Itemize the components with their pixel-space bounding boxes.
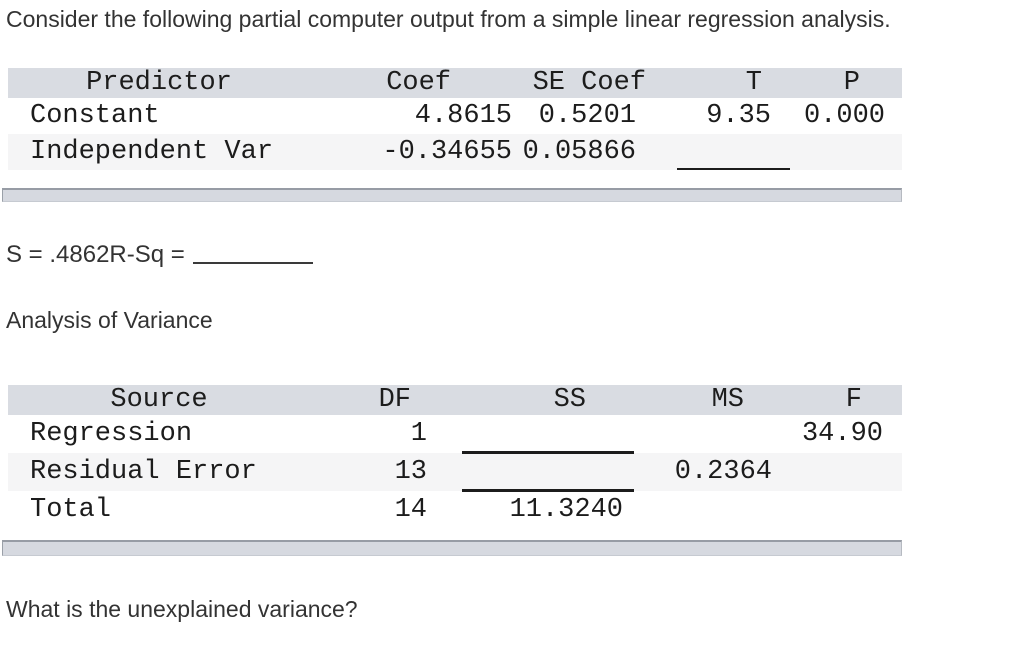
df-column-header: DF xyxy=(378,385,411,415)
source-cell: Regression xyxy=(30,419,193,449)
t-cell xyxy=(646,134,790,170)
regression-header-row: Predictor Coef SE Coef T P xyxy=(8,68,902,98)
horizontal-scrollbar[interactable] xyxy=(2,188,902,202)
question-text: What is the unexplained variance? xyxy=(6,596,358,622)
p-cell xyxy=(778,134,902,170)
f-cell xyxy=(778,491,902,529)
anova-title: Analysis of Variance xyxy=(6,307,213,333)
f-cell xyxy=(778,453,902,491)
anova-header-row: Source DF SS MS F xyxy=(8,385,902,415)
ss-column-header: SS xyxy=(553,385,586,415)
coef-cell: 4.8615 xyxy=(414,101,512,131)
coef-column-header: Coef xyxy=(386,68,451,98)
f-column-header: F xyxy=(845,385,862,415)
ss-cell xyxy=(431,415,648,454)
table-row-constant: Constant 4.8615 0.5201 9.35 0.000 xyxy=(8,98,902,134)
t-cell: 9.35 xyxy=(706,101,771,131)
f-cell: 34.90 xyxy=(801,419,883,449)
ms-cell xyxy=(648,491,778,529)
t-column-header: T xyxy=(745,68,762,98)
predictor-cell: Constant xyxy=(30,101,160,131)
ss-regression-blank xyxy=(462,451,634,454)
regression-table: Predictor Coef SE Coef T P Constant 4.86… xyxy=(8,68,902,170)
table-row-residual-error: Residual Error 13 0.2364 xyxy=(8,453,902,492)
ms-column-header: MS xyxy=(711,385,744,415)
coef-cell: -0.34655 xyxy=(382,137,512,167)
se-coef-column-header: SE Coef xyxy=(532,68,646,98)
ms-cell: 0.2364 xyxy=(674,457,772,487)
p-column-header: P xyxy=(843,68,860,98)
horizontal-scrollbar[interactable] xyxy=(2,540,902,556)
ms-cell xyxy=(648,415,778,453)
source-cell: Residual Error xyxy=(30,457,257,487)
table-row-independent-var: Independent Var -0.34655 0.05866 xyxy=(8,134,902,170)
source-column-header: Source xyxy=(110,385,208,415)
se-coef-cell: 0.05866 xyxy=(522,137,636,167)
s-rsq-line: S = .4862R-Sq = xyxy=(6,241,313,269)
ss-residual-blank xyxy=(462,489,634,492)
se-coef-cell: 0.5201 xyxy=(538,101,636,131)
predictor-cell: Independent Var xyxy=(30,137,274,167)
source-cell: Total xyxy=(30,495,112,525)
t-value-blank xyxy=(677,168,790,170)
ss-cell xyxy=(431,453,648,492)
r-sq-answer-blank xyxy=(192,242,313,264)
anova-table: Source DF SS MS F Regression 1 34.90 Res… xyxy=(8,385,902,529)
s-rsq-text: S = .4862R-Sq = xyxy=(6,241,185,268)
table-row-total: Total 14 11.3240 xyxy=(8,491,902,529)
predictor-column-header: Predictor xyxy=(86,68,232,98)
intro-text: Consider the following partial computer … xyxy=(6,6,891,32)
table-row-regression: Regression 1 34.90 xyxy=(8,415,902,454)
ss-cell: 11.3240 xyxy=(509,495,623,525)
df-cell: 13 xyxy=(394,457,427,487)
df-cell: 1 xyxy=(410,419,427,449)
p-cell: 0.000 xyxy=(803,101,885,131)
df-cell: 14 xyxy=(394,495,427,525)
